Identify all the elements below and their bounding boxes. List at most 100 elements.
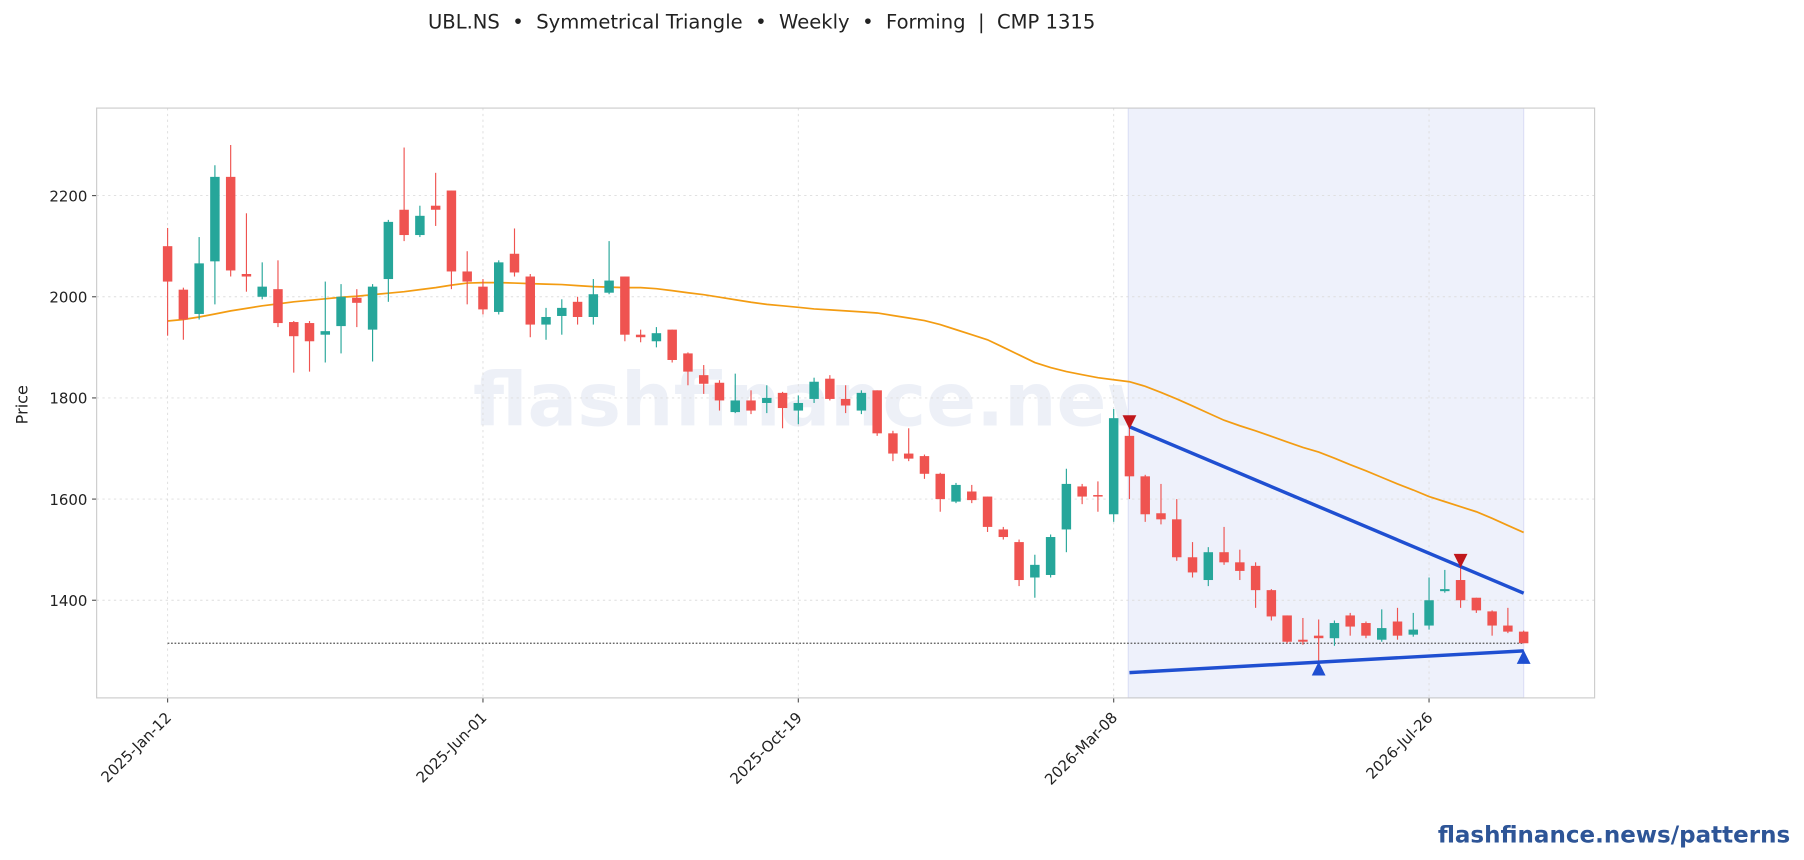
candle-body bbox=[336, 296, 346, 327]
candle-body bbox=[478, 286, 488, 310]
candle-body bbox=[1471, 597, 1482, 611]
candle-body bbox=[840, 398, 851, 406]
y-tick-label: 2200 bbox=[49, 187, 87, 205]
candle-body bbox=[1408, 629, 1419, 635]
candle-body bbox=[493, 262, 504, 312]
moving-average-line bbox=[167, 281, 1524, 534]
candle-body bbox=[604, 280, 614, 293]
candle-body bbox=[588, 294, 599, 317]
candle-body bbox=[1235, 562, 1245, 571]
candle-body bbox=[714, 382, 725, 401]
candle-body bbox=[1030, 564, 1040, 578]
plot-frame bbox=[96, 107, 1596, 699]
candle-body bbox=[825, 378, 835, 399]
candle-body bbox=[1093, 495, 1103, 497]
candle-body bbox=[1298, 639, 1308, 642]
candle-body bbox=[352, 297, 362, 303]
candle-body bbox=[746, 400, 756, 411]
trendline bbox=[1128, 425, 1525, 595]
candle-body bbox=[1313, 635, 1324, 639]
candle-body bbox=[1108, 418, 1119, 515]
candle-body bbox=[793, 402, 804, 411]
candle-body bbox=[446, 190, 457, 272]
y-tick-label: 2000 bbox=[49, 289, 87, 307]
candle-body bbox=[1219, 552, 1229, 563]
candle-body bbox=[194, 263, 204, 314]
candle-body bbox=[178, 289, 189, 320]
candle-body bbox=[951, 484, 961, 502]
candle-body bbox=[651, 333, 662, 342]
candle-body bbox=[919, 456, 930, 474]
candle-body bbox=[1503, 625, 1513, 632]
candle-body bbox=[367, 286, 378, 330]
candle-body bbox=[1282, 615, 1292, 642]
candle-body bbox=[225, 176, 236, 271]
candle-body bbox=[1124, 435, 1135, 477]
candle-body bbox=[557, 307, 567, 316]
y-axis-label: Price bbox=[13, 385, 32, 424]
footer-link: flashfinance.news/patterns bbox=[1438, 823, 1790, 849]
candle-body bbox=[1061, 483, 1072, 530]
candle-body bbox=[1014, 542, 1024, 581]
candle-body bbox=[967, 491, 977, 501]
candle-body bbox=[872, 390, 882, 434]
chart-title: UBL.NS • Symmetrical Triangle • Weekly •… bbox=[428, 11, 1095, 34]
candle-body bbox=[1424, 600, 1434, 626]
candle-body bbox=[888, 433, 898, 454]
candle-body bbox=[572, 301, 583, 317]
candle-body bbox=[415, 215, 425, 236]
candle-body bbox=[289, 322, 299, 337]
candle-body bbox=[635, 334, 646, 338]
candle-body bbox=[1156, 513, 1166, 520]
y-tick-label: 1400 bbox=[49, 592, 87, 610]
candle-body bbox=[462, 271, 472, 282]
y-tick-label: 1600 bbox=[49, 491, 87, 509]
candle-body bbox=[1077, 486, 1087, 497]
candle-body bbox=[1250, 565, 1261, 591]
candle-body bbox=[856, 392, 867, 411]
candle-body bbox=[1045, 537, 1056, 575]
candle-body bbox=[257, 286, 267, 297]
candle-body bbox=[1361, 623, 1371, 636]
candle-body bbox=[210, 176, 220, 262]
candle-body bbox=[273, 289, 283, 324]
candle-body bbox=[809, 381, 819, 399]
candle-body bbox=[1187, 557, 1198, 573]
candle-body bbox=[1172, 519, 1182, 558]
candle-body bbox=[903, 453, 914, 459]
candle-body bbox=[1487, 611, 1497, 626]
pivot-marker bbox=[1453, 553, 1468, 568]
candle-body bbox=[730, 400, 740, 413]
candle-body bbox=[935, 473, 945, 500]
candle-body bbox=[1329, 623, 1340, 639]
candle-body bbox=[698, 375, 709, 384]
candle-body bbox=[320, 331, 331, 335]
candle-body bbox=[241, 273, 252, 277]
y-tick-label: 1800 bbox=[49, 390, 87, 408]
pivot-marker bbox=[1122, 415, 1137, 430]
pivot-marker bbox=[1516, 650, 1531, 664]
trendline bbox=[1129, 649, 1524, 675]
candle-body bbox=[509, 253, 520, 273]
candle-body bbox=[683, 353, 693, 372]
candle-body bbox=[399, 209, 409, 236]
candle-body bbox=[430, 205, 441, 210]
candle-body bbox=[1392, 621, 1403, 636]
candle-body bbox=[1455, 580, 1466, 601]
candle-body bbox=[383, 221, 394, 280]
candle-body bbox=[1140, 476, 1150, 515]
pivot-marker bbox=[1311, 661, 1326, 676]
candle-body bbox=[525, 276, 535, 325]
candle-body bbox=[777, 392, 788, 409]
candle-body bbox=[1377, 628, 1387, 640]
candle-body bbox=[541, 316, 551, 325]
candle-body bbox=[982, 496, 993, 527]
candle-body bbox=[620, 276, 630, 335]
candle-body bbox=[1266, 590, 1277, 617]
candle-body bbox=[1203, 552, 1214, 581]
candle-body bbox=[762, 397, 772, 403]
candle-body bbox=[1440, 589, 1450, 592]
candle-body bbox=[162, 246, 173, 282]
